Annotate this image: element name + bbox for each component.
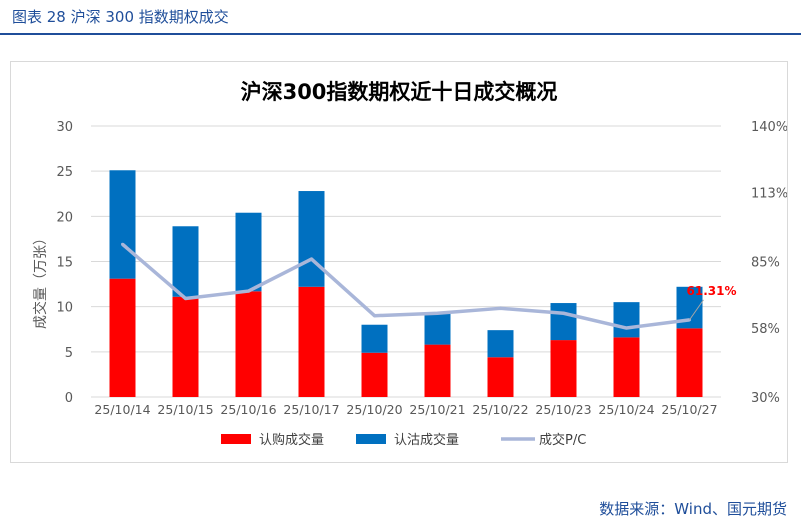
chart-frame: 沪深300指数期权近十日成交概况 成交量（万张） 0 5 10 15 20 25 30 30%… <box>10 61 788 463</box>
pc-ratio-line <box>121 242 690 330</box>
bar-put <box>298 191 325 287</box>
y-tick-label: 10 <box>56 301 73 316</box>
pc-ratio-point <box>121 242 124 246</box>
y2-tick-label: 30% <box>751 391 780 406</box>
bar-call <box>613 337 640 397</box>
bar-call <box>109 278 136 397</box>
pc-ratio-point <box>247 289 250 293</box>
pc-data-label: 61.31% <box>687 284 737 298</box>
x-tick-label: 25/10/23 <box>535 402 591 417</box>
bar-put <box>361 324 388 353</box>
pc-ratio-point <box>499 306 502 310</box>
x-tick-label: 25/10/15 <box>157 402 213 417</box>
x-tick-label: 25/10/21 <box>409 402 465 417</box>
legend-label: 认购成交量 <box>259 432 324 448</box>
pc-ratio-point <box>184 296 187 300</box>
pc-ratio-point <box>436 311 439 315</box>
x-tick-label: 25/10/14 <box>94 402 150 417</box>
pc-volume-chart: 沪深300指数期权近十日成交概况 成交量（万张） 0 5 10 15 20 25 30 30%… <box>32 80 788 448</box>
y-tick-label: 15 <box>56 256 73 271</box>
y2-tick-label: 85% <box>751 256 780 271</box>
bar-call <box>487 357 514 397</box>
figure-caption: 图表 28 沪深 300 指数期权成交 <box>12 8 229 26</box>
x-tick-label: 25/10/22 <box>472 402 528 417</box>
y2-tick-label: 58% <box>751 322 780 337</box>
pc-ratio-point <box>373 314 376 318</box>
chart-title: 沪深300指数期权近十日成交概况 <box>241 80 558 104</box>
bar-put <box>172 226 199 297</box>
y-tick-label: 30 <box>56 120 73 135</box>
annotation-leader <box>689 299 704 321</box>
y2-tick-label: 140% <box>751 120 787 135</box>
y-axis-title: 成交量（万张） <box>32 231 49 329</box>
legend: 认购成交量 认沽成交量 成交P/C <box>221 432 586 448</box>
bar-put <box>109 170 136 279</box>
pc-ratio-point <box>562 311 565 315</box>
y-tick-label: 25 <box>56 165 73 180</box>
bar-call <box>424 344 451 397</box>
y-tick-label: 5 <box>65 346 73 361</box>
source-note: 数据来源：Wind、国元期货 <box>599 500 787 518</box>
pc-ratio-point <box>625 326 628 330</box>
y2-tick-label: 113% <box>751 187 787 202</box>
bar-put <box>487 330 514 358</box>
legend-swatch <box>221 434 251 444</box>
legend-label: 认沽成交量 <box>394 432 459 448</box>
x-tick-label: 25/10/24 <box>598 402 654 417</box>
pc-ratio-point <box>310 257 313 261</box>
y-tick-label: 20 <box>56 210 73 225</box>
caption-divider <box>0 33 801 35</box>
x-tick-label: 25/10/20 <box>346 402 402 417</box>
x-tick-label: 25/10/27 <box>661 402 717 417</box>
bar-call <box>298 286 325 397</box>
bar-call <box>361 352 388 397</box>
bar-call <box>676 328 703 397</box>
legend-swatch <box>356 434 386 444</box>
x-tick-label: 25/10/16 <box>220 402 276 417</box>
bar-call <box>235 291 262 397</box>
y-tick-label: 0 <box>65 391 73 406</box>
bar-call <box>172 296 199 397</box>
bar-put <box>550 303 577 341</box>
bar-put <box>613 302 640 338</box>
bar-put <box>424 312 451 345</box>
bar-put <box>235 212 262 292</box>
legend-label: 成交P/C <box>539 432 586 448</box>
x-tick-label: 25/10/17 <box>283 402 339 417</box>
bar-call <box>550 340 577 397</box>
